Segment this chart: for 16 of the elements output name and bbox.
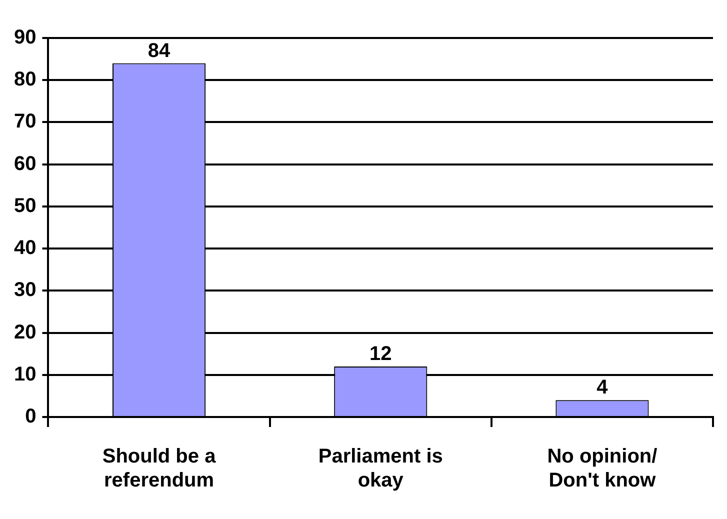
- y-tick-label: 40: [14, 237, 36, 260]
- y-tick-label: 30: [14, 279, 36, 302]
- y-tick-label: 0: [25, 406, 36, 428]
- x-tick-label: No opinion/ Don't know: [547, 446, 658, 492]
- y-tick-label: 90: [14, 26, 36, 49]
- y-tick-label: 70: [14, 110, 36, 133]
- data-label: 12: [370, 342, 392, 365]
- y-tick-label: 60: [14, 152, 36, 175]
- data-label: 84: [148, 40, 172, 62]
- y-tick-label: 50: [14, 194, 36, 217]
- x-tick-label: Should be a referendum: [102, 446, 217, 492]
- y-tick-label: 20: [14, 321, 36, 344]
- y-tick-label: 80: [14, 68, 36, 91]
- data-label: 4: [596, 376, 609, 399]
- y-tick-label: 10: [14, 363, 36, 386]
- x-tick-label: Parliament is okay: [318, 446, 443, 492]
